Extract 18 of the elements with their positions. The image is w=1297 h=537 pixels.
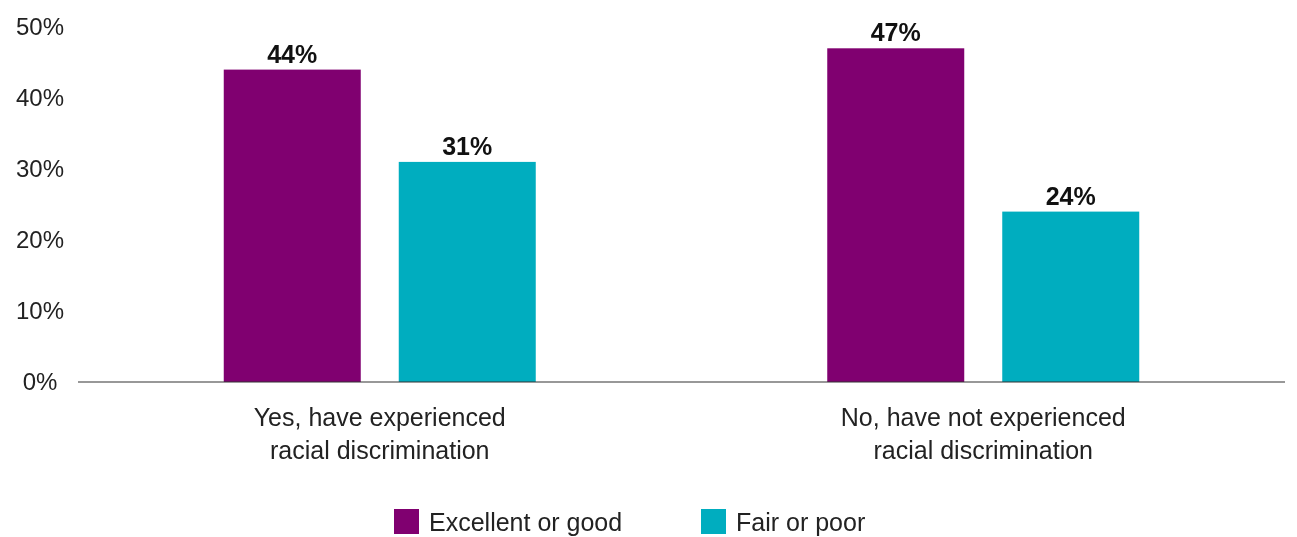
data-label: 47% xyxy=(870,18,921,47)
y-tick-label: 30% xyxy=(15,155,65,183)
x-tick-label: No, have not experienced racial discrimination xyxy=(840,403,1126,464)
bar xyxy=(1002,211,1140,382)
data-label: 24% xyxy=(1045,181,1096,210)
y-tick-label: 50% xyxy=(15,13,65,41)
y-tick-label: 40% xyxy=(15,84,65,112)
data-label: 31% xyxy=(442,131,493,160)
y-tick-label: 20% xyxy=(15,226,65,254)
bar xyxy=(223,69,361,382)
y-tick-label: 0% xyxy=(22,368,58,396)
legend-label: Excellent or good xyxy=(429,507,623,536)
legend-label: Fair or poor xyxy=(736,507,866,536)
data-label: 44% xyxy=(267,39,318,68)
y-tick-label: 10% xyxy=(15,297,65,325)
x-tick-label: Yes, have experienced racial discrimination xyxy=(253,403,506,464)
bar xyxy=(398,161,536,382)
bar xyxy=(827,48,965,382)
